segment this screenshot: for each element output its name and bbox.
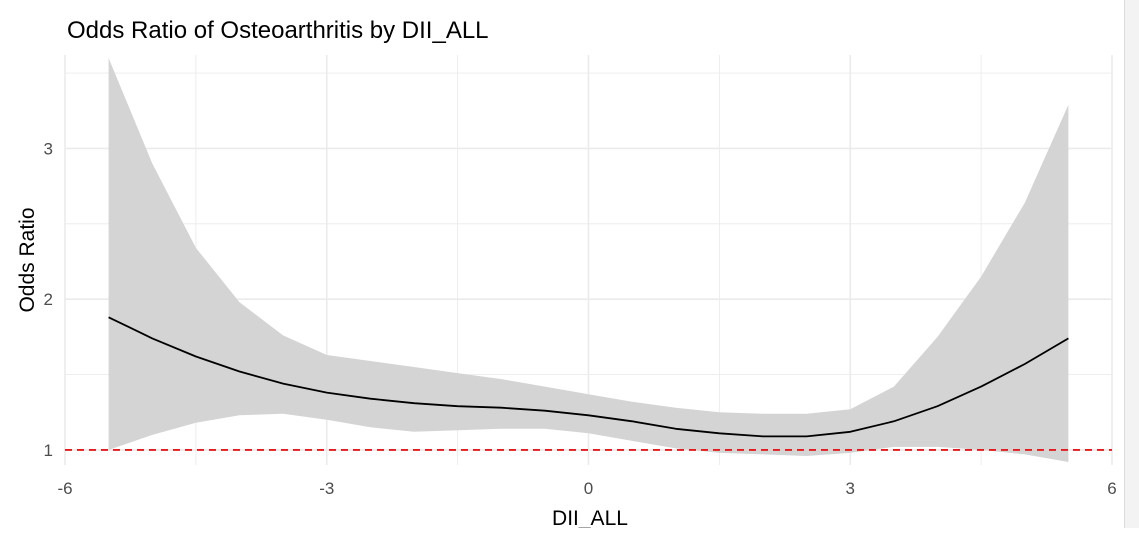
y-tick-label: 1 [44, 441, 53, 460]
y-tick-label: 3 [44, 139, 53, 158]
x-tick-label: -6 [57, 479, 72, 498]
x-axis-ticks: -6 -3 0 3 6 [57, 479, 1116, 498]
x-tick-label: 0 [584, 479, 593, 498]
x-axis-title: DII_ALL [552, 507, 628, 528]
window-edge [1124, 0, 1139, 528]
x-tick-label: -3 [319, 479, 334, 498]
confidence-band [108, 58, 1069, 462]
chart-title: Odds Ratio of Osteoarthritis by DII_ALL [67, 17, 489, 44]
y-axis-ticks: 1 2 3 [44, 139, 53, 459]
y-axis-title: Odds Ratio [16, 207, 39, 312]
odds-ratio-line [108, 316, 1069, 438]
x-tick-label: 3 [846, 479, 855, 498]
series-line-layer [108, 316, 1069, 438]
confidence-band-layer [108, 58, 1069, 462]
x-tick-label: 6 [1107, 479, 1116, 498]
y-tick-label: 2 [44, 290, 53, 309]
